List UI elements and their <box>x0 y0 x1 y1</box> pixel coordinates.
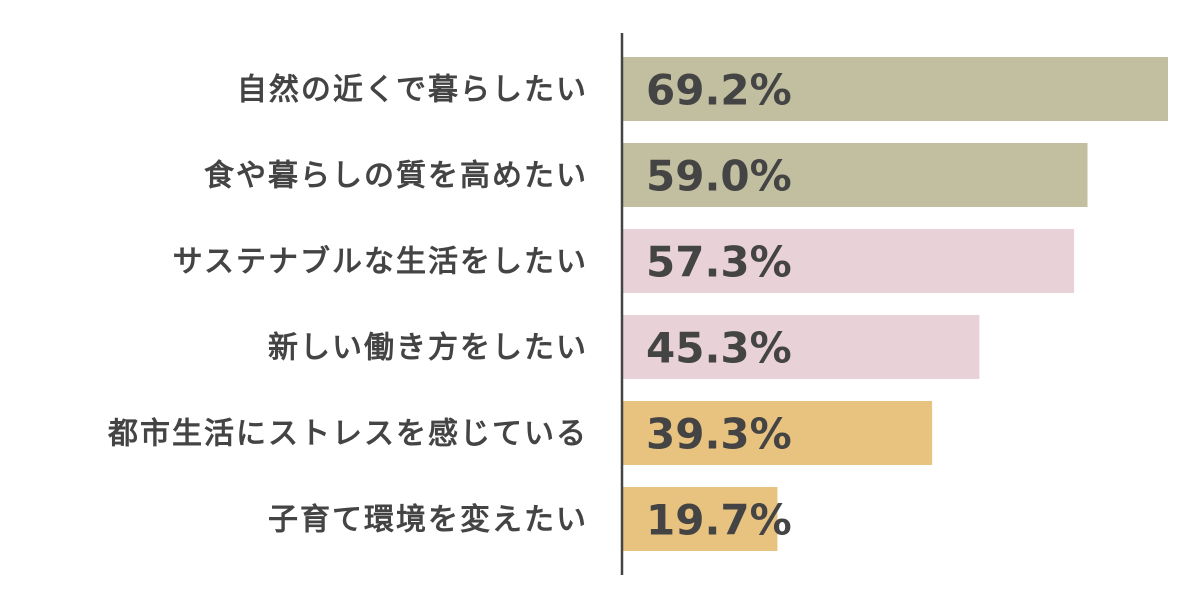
bar <box>622 401 933 465</box>
bar <box>622 315 980 379</box>
category-label: 都市生活にストレスを感じている <box>107 417 588 452</box>
bar <box>622 57 1168 121</box>
value-label: 59.0% <box>646 152 792 201</box>
value-label: 45.3% <box>646 324 792 373</box>
value-label: 69.2% <box>646 66 792 115</box>
value-label: 39.3% <box>646 410 792 459</box>
bar <box>622 487 778 551</box>
category-label: 自然の近くで暮らしたい <box>237 73 588 108</box>
category-label: 新しい働き方をしたい <box>268 331 588 366</box>
category-label: 子育て環境を変えたい <box>268 503 588 538</box>
bar <box>622 143 1088 207</box>
category-label: 食や暮らしの質を高めたい <box>204 159 588 194</box>
value-label: 57.3% <box>646 238 792 287</box>
value-label: 19.7% <box>646 496 792 545</box>
category-label: サステナブルな生活をしたい <box>173 245 588 280</box>
bar <box>622 229 1075 293</box>
